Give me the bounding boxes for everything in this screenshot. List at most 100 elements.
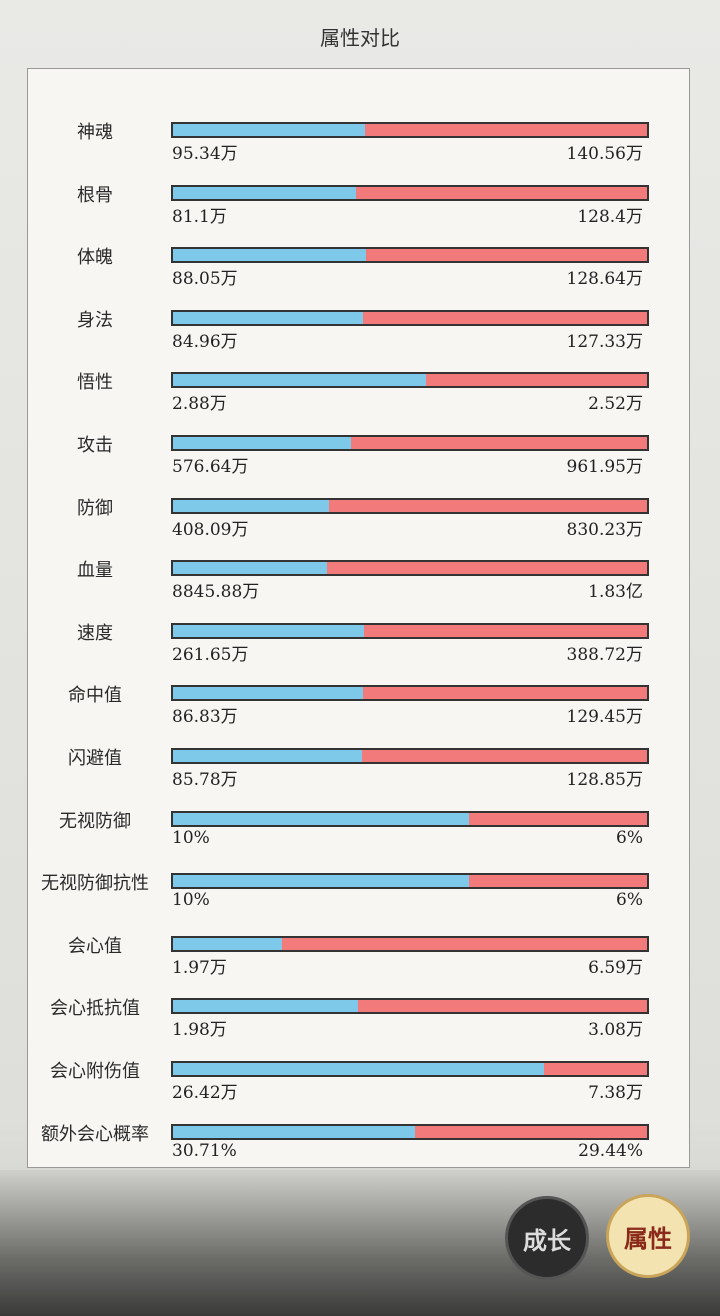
left-value: 1.97万 (172, 957, 227, 978)
right-value: 2.52万 (588, 394, 643, 415)
compare-bar (171, 685, 649, 702)
compare-bar (171, 560, 649, 577)
row-label: 血量 (77, 560, 113, 582)
right-value: 29.44% (578, 1140, 643, 1161)
left-segment (173, 249, 366, 262)
right-value: 128.4万 (577, 206, 643, 227)
left-segment (173, 812, 470, 825)
left-value: 2.88万 (172, 394, 227, 415)
row-label: 无视防御抗性 (41, 873, 149, 895)
left-value: 30.71% (172, 1140, 237, 1161)
row-label: 会心抵抗值 (50, 998, 140, 1020)
left-segment (173, 875, 470, 888)
right-segment (469, 875, 647, 888)
left-segment (173, 562, 328, 575)
left-value: 408.09万 (172, 519, 249, 540)
right-value: 1.83亿 (588, 582, 643, 603)
ink-background (0, 1170, 720, 1316)
right-value: 830.23万 (566, 519, 643, 540)
left-segment (173, 624, 364, 637)
right-segment (329, 499, 647, 512)
left-value: 85.78万 (172, 770, 238, 790)
left-value: 95.34万 (172, 144, 238, 164)
right-segment (282, 937, 647, 950)
row-label: 攻击 (77, 435, 113, 456)
row-label: 额外会心概率 (41, 1123, 149, 1145)
left-segment (173, 311, 363, 324)
left-segment (173, 1125, 415, 1138)
compare-bar (171, 1061, 649, 1077)
left-value: 261.65万 (172, 644, 249, 665)
right-segment (356, 186, 647, 199)
row-label: 速度 (77, 622, 113, 644)
compare-bar (171, 122, 649, 138)
compare-bar (171, 497, 649, 514)
row-label: 防御 (77, 497, 113, 519)
right-value: 127.33万 (566, 331, 643, 352)
right-segment (363, 624, 647, 637)
left-segment (173, 374, 426, 387)
right-segment (358, 1000, 647, 1013)
left-value: 1.98万 (172, 1020, 227, 1041)
left-value: 26.42万 (172, 1083, 238, 1103)
left-segment (173, 750, 363, 762)
left-value: 84.96万 (172, 331, 238, 352)
left-segment (173, 937, 283, 950)
left-value: 86.83万 (172, 707, 238, 728)
left-segment (173, 437, 351, 449)
left-value: 88.05万 (172, 269, 238, 290)
right-value: 6% (616, 827, 643, 848)
title: 属性对比 (320, 26, 400, 50)
compare-bar (171, 1123, 649, 1140)
left-segment (173, 499, 330, 512)
right-value: 388.72万 (566, 644, 643, 665)
compare-bar (171, 810, 649, 827)
compare-bar (171, 998, 649, 1015)
compare-bar (171, 247, 649, 264)
row-label: 命中值 (68, 685, 122, 707)
row-label: 会心附伤值 (50, 1061, 140, 1082)
left-segment (173, 186, 357, 199)
right-segment (363, 687, 647, 700)
row-label: 身法 (77, 309, 113, 331)
right-segment (350, 437, 647, 449)
right-segment (365, 249, 647, 262)
right-segment (364, 124, 647, 136)
row-label: 悟性 (77, 372, 113, 394)
left-value: 576.64万 (172, 457, 249, 477)
row-label: 体魄 (77, 247, 113, 269)
right-value: 6.59万 (588, 957, 643, 978)
left-segment (173, 1063, 544, 1075)
right-value: 128.85万 (566, 770, 643, 790)
compare-bar (171, 184, 649, 201)
right-segment (362, 311, 647, 324)
compare-bar (171, 873, 649, 890)
left-segment (173, 687, 364, 700)
compare-bar (171, 309, 649, 326)
row-label: 根骨 (77, 184, 113, 206)
right-segment (362, 750, 647, 762)
right-value: 6% (616, 890, 643, 911)
right-value: 3.08万 (588, 1020, 643, 1041)
left-value: 81.1万 (172, 206, 227, 227)
row-label: 神魂 (77, 122, 113, 143)
right-value: 140.56万 (566, 144, 643, 164)
right-value: 7.38万 (588, 1083, 643, 1103)
right-value: 128.64万 (566, 269, 643, 290)
compare-bar (171, 935, 649, 952)
right-segment (415, 1125, 647, 1138)
attribute-button[interactable]: 属性 (606, 1194, 690, 1278)
right-value: 961.95万 (566, 457, 643, 477)
left-value: 10% (172, 890, 210, 911)
compare-bar (171, 748, 649, 764)
left-value: 10% (172, 827, 210, 848)
growth-button[interactable]: 成长 (505, 1196, 589, 1280)
compare-bar (171, 622, 649, 639)
right-segment (425, 374, 647, 387)
row-label: 会心值 (68, 935, 122, 957)
compare-bar (171, 435, 649, 451)
right-segment (543, 1063, 647, 1075)
left-segment (173, 1000, 359, 1013)
left-value: 8845.88万 (172, 582, 260, 603)
